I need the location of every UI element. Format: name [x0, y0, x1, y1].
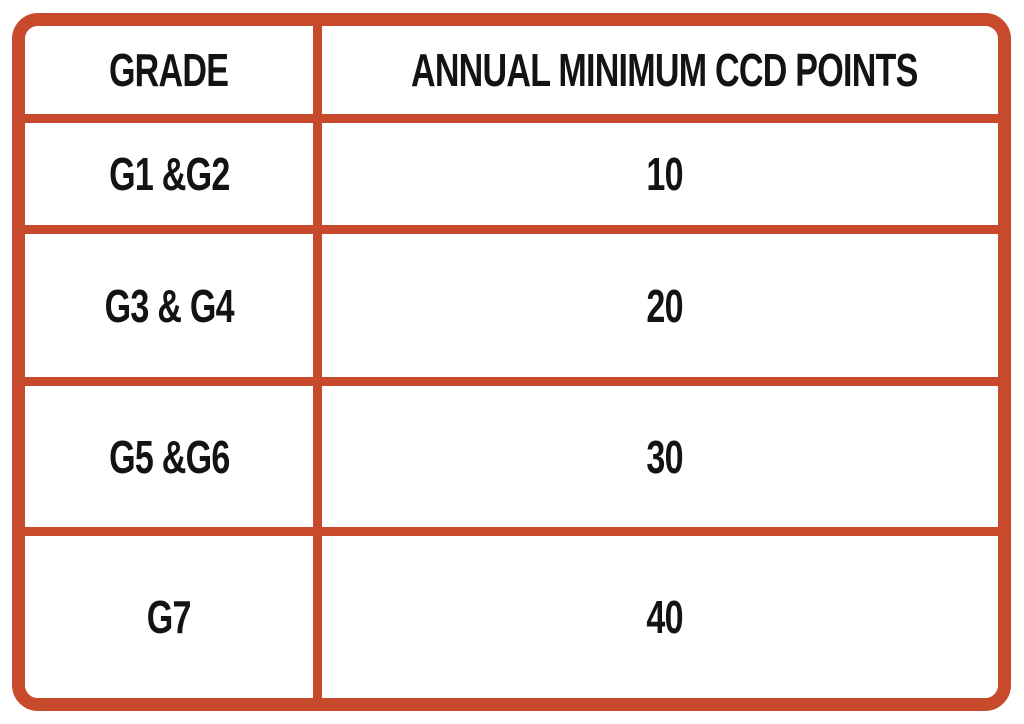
table-row-points-cell: 10 — [322, 123, 998, 234]
points-value: 20 — [646, 279, 683, 332]
grade-value: G3 & G4 — [104, 279, 234, 332]
table-row-points-cell: 20 — [322, 234, 998, 386]
header-cell-points: ANNUAL MINIMUM CCD POINTS — [322, 26, 998, 123]
grade-value: G5 &G6 — [108, 430, 230, 483]
grade-value: G1 &G2 — [108, 148, 230, 200]
column-header-points: ANNUAL MINIMUM CCD POINTS — [410, 44, 918, 96]
header-cell-grade: GRADE — [25, 26, 322, 123]
ccd-points-table: GRADE ANNUAL MINIMUM CCD POINTS G1 &G2 1… — [12, 13, 1011, 711]
table-row-grade-cell: G3 & G4 — [25, 234, 322, 386]
points-value: 10 — [646, 148, 683, 200]
grade-value: G7 — [147, 591, 192, 643]
points-value: 40 — [646, 591, 683, 643]
column-header-grade: GRADE — [109, 44, 229, 96]
table-row-grade-cell: G5 &G6 — [25, 386, 322, 536]
table-row-points-cell: 30 — [322, 386, 998, 536]
points-value: 30 — [646, 430, 683, 483]
table-row-points-cell: 40 — [322, 536, 998, 698]
table-row-grade-cell: G1 &G2 — [25, 123, 322, 234]
table-row-grade-cell: G7 — [25, 536, 322, 698]
table-grid: GRADE ANNUAL MINIMUM CCD POINTS G1 &G2 1… — [25, 26, 998, 698]
